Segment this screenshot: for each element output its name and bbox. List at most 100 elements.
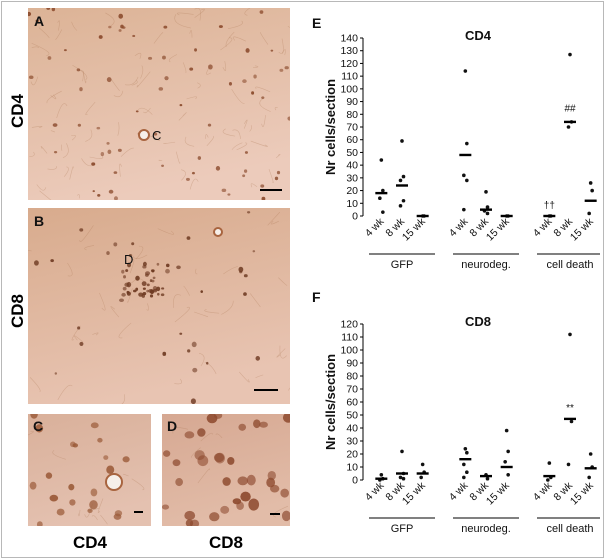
data-point	[465, 470, 469, 474]
stained-cell	[117, 148, 122, 152]
group-label: cell death	[546, 259, 593, 271]
stained-cell	[165, 268, 170, 274]
tissue-fiber	[231, 142, 243, 150]
panel-letter: E	[312, 15, 321, 31]
stained-cell	[163, 450, 171, 457]
group-label: cell death	[546, 523, 593, 535]
data-point	[506, 473, 510, 477]
stained-cell	[259, 421, 268, 428]
tissue-fiber	[200, 432, 213, 442]
tissue-fiber	[189, 30, 193, 38]
data-point	[485, 205, 490, 209]
tissue-fiber	[125, 76, 139, 86]
tissue-fiber	[46, 90, 62, 104]
tissue-fiber	[136, 71, 151, 88]
data-point	[378, 196, 382, 200]
tissue-fiber	[57, 20, 60, 31]
stained-cell	[260, 184, 265, 188]
tissue-fiber	[261, 115, 266, 127]
tissue-fiber	[178, 112, 187, 121]
tissue-fiber	[71, 134, 76, 141]
tissue-fiber	[197, 82, 201, 89]
y-tick-label: 90	[346, 96, 358, 108]
tissue-fiber	[189, 178, 199, 190]
tissue-fiber	[223, 266, 238, 275]
data-point	[568, 332, 572, 337]
stained-cell	[189, 519, 200, 526]
significance-mark: ††	[544, 200, 555, 211]
y-tick-label: 70	[346, 122, 358, 134]
stained-cell	[222, 477, 231, 486]
stained-cell	[185, 177, 190, 181]
group-label: GFP	[391, 259, 414, 271]
tissue-fiber	[288, 387, 290, 391]
data-point	[590, 188, 594, 193]
tissue-fiber	[225, 31, 235, 47]
stained-cell	[52, 123, 58, 127]
tissue-fiber	[140, 65, 144, 79]
stained-cell	[186, 236, 191, 240]
bottom-label-cd8: CD8	[208, 533, 243, 552]
x-tick-label: 4 wk	[531, 215, 555, 239]
stained-cell	[149, 294, 154, 298]
panel-letter-b: B	[34, 213, 45, 229]
stained-cell	[46, 8, 51, 10]
tissue-fiber	[62, 143, 69, 159]
data-point	[588, 452, 593, 456]
stained-cell	[160, 293, 165, 297]
stained-cell	[142, 265, 147, 269]
stained-cell	[49, 494, 59, 502]
tissue-fiber	[198, 352, 205, 367]
tissue-fiber	[100, 514, 108, 525]
tissue-fiber	[204, 362, 217, 374]
y-tick-label: 0	[352, 211, 358, 223]
stained-cell	[261, 196, 266, 200]
data-point	[506, 449, 510, 454]
tissue-fiber	[276, 348, 286, 358]
stained-cell	[106, 142, 110, 145]
stained-cell	[35, 19, 39, 23]
tissue-fiber	[220, 37, 233, 51]
data-point	[463, 447, 468, 451]
tissue-fiber	[278, 38, 284, 54]
stained-cell	[100, 152, 105, 157]
tissue-fiber	[243, 119, 248, 129]
tissue-fiber	[259, 98, 271, 112]
tissue-fiber	[174, 378, 182, 385]
tissue-fiber	[84, 245, 95, 251]
data-point	[398, 204, 403, 208]
tissue-fiber	[31, 46, 40, 49]
tissue-background	[28, 414, 151, 526]
stained-cell	[247, 211, 251, 214]
stained-cell	[192, 367, 198, 373]
x-tick-label: 4 wk	[363, 479, 387, 503]
stained-cell	[287, 116, 290, 121]
tissue-fiber	[36, 184, 47, 191]
stained-cell	[270, 49, 274, 52]
tissue-fiber	[205, 134, 209, 139]
tissue-fiber	[232, 129, 241, 139]
inset-marker-c: C	[152, 128, 162, 143]
stained-cell	[68, 483, 75, 491]
tissue-fiber	[79, 225, 94, 243]
y-tick-label: 50	[346, 147, 358, 159]
stained-cell	[89, 500, 98, 510]
y-tick-label: 30	[346, 436, 358, 448]
group-label: GFP	[391, 523, 414, 535]
stained-cell	[56, 508, 65, 516]
stained-cell	[176, 265, 181, 270]
stained-cell	[197, 428, 206, 437]
stained-cell	[123, 275, 126, 279]
tissue-background	[28, 8, 290, 200]
stained-cell	[79, 341, 84, 347]
tissue-fiber	[274, 107, 278, 111]
x-tick-label: 15 wk	[400, 479, 428, 507]
stained-cell	[79, 228, 84, 232]
stained-cell	[119, 298, 125, 302]
stained-cell	[122, 286, 127, 291]
stained-cell	[245, 48, 250, 53]
stained-cell	[108, 25, 112, 29]
y-tick-label: 100	[340, 83, 358, 95]
tissue-fiber	[249, 125, 252, 132]
